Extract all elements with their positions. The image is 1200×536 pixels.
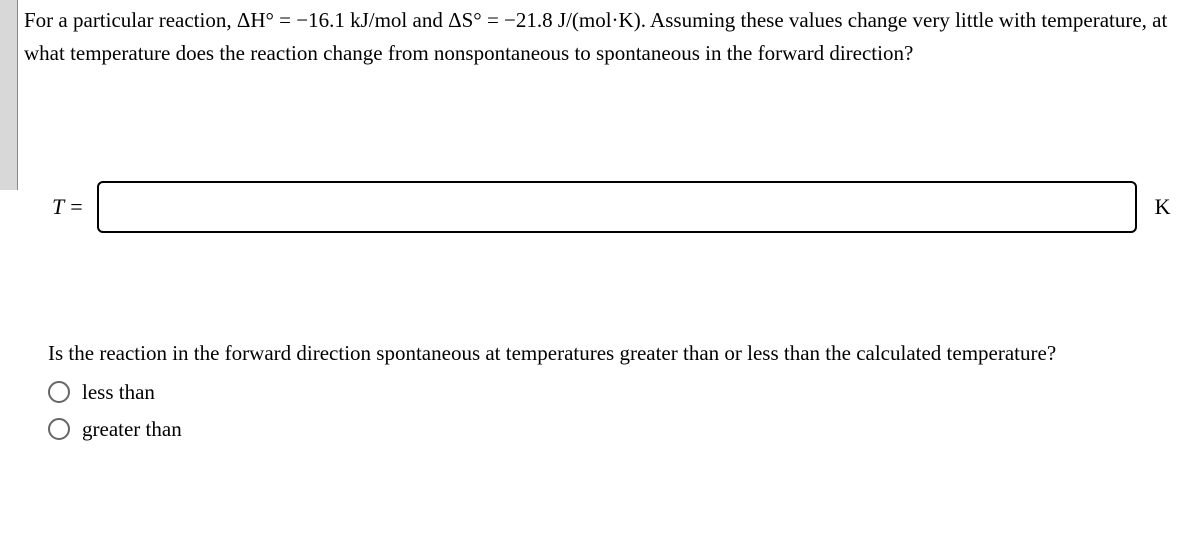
question-paragraph: For a particular reaction, ΔH° = −16.1 k… — [24, 4, 1190, 69]
temperature-input[interactable] — [97, 181, 1137, 233]
answer-row: T = K — [24, 181, 1190, 233]
radio-group: less than greater than — [24, 380, 1190, 442]
ds-value: −21.8 J/(mol·K) — [504, 8, 641, 32]
q-prefix: For a particular reaction, — [24, 8, 237, 32]
followup-question: Is the reaction in the forward direction… — [24, 337, 1190, 370]
and-text: and — [407, 8, 448, 32]
dh-symbol: ΔH° — [237, 8, 274, 32]
equals-sign: = — [70, 194, 82, 220]
ds-eq: = — [482, 8, 504, 32]
dh-eq: = — [274, 8, 296, 32]
radio-label-less-than: less than — [82, 380, 155, 405]
radio-circle-icon — [48, 418, 70, 440]
copyright-strip: © Macmillan Learning — [0, 0, 18, 190]
radio-item-less-than[interactable]: less than — [48, 380, 1190, 405]
variable-label: T — [52, 194, 64, 220]
radio-circle-icon — [48, 381, 70, 403]
dh-value: −16.1 kJ/mol — [296, 8, 407, 32]
ds-symbol: ΔS° — [448, 8, 482, 32]
unit-label: K — [1155, 194, 1171, 220]
radio-item-greater-than[interactable]: greater than — [48, 417, 1190, 442]
copyright-text: © Macmillan Learning — [14, 0, 18, 188]
question-content: For a particular reaction, ΔH° = −16.1 k… — [0, 0, 1200, 442]
radio-label-greater-than: greater than — [82, 417, 182, 442]
